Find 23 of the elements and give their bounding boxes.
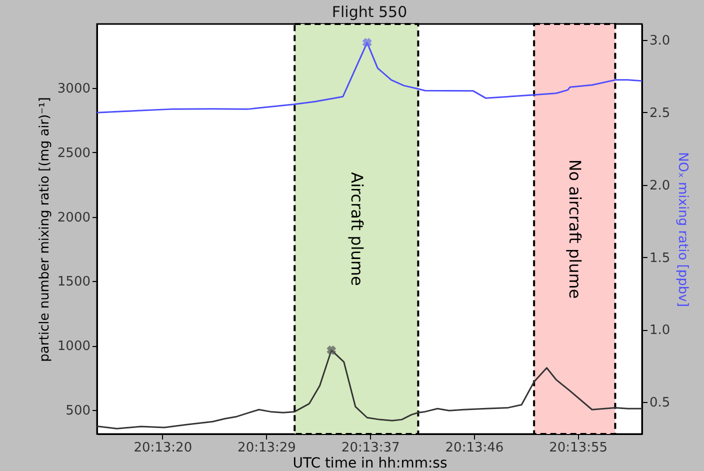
x-axis-title: UTC time in hh:mm:ss <box>292 456 448 471</box>
y2-tick-label: 1.0 <box>650 323 670 338</box>
y2-tick-label: 2.0 <box>650 178 670 194</box>
y2-axis-title: NOₓ mixing ratio [ppbv] <box>675 152 690 307</box>
chart-title: Flight 550 <box>332 3 408 21</box>
y-tick-label: 1000 <box>57 339 90 354</box>
x-tick-label: 20:13:29 <box>238 440 296 456</box>
x-tick-label: 20:13:20 <box>134 440 192 456</box>
y-axis-title: particle number mixing ratio [(mg air)⁻¹] <box>37 97 52 362</box>
y2-tick-label: 0.5 <box>650 396 670 411</box>
x-tick-label: 20:13:37 <box>341 440 400 456</box>
y2-tick-label: 3.0 <box>650 33 670 48</box>
y2-tick-label: 2.5 <box>650 106 670 121</box>
band-label: No aircraft plume <box>566 159 585 299</box>
y2-tick-label: 1.5 <box>650 250 670 266</box>
y-tick-label: 3000 <box>57 81 90 96</box>
y-tick-label: 1500 <box>57 274 90 290</box>
band-label: Aircraft plume <box>347 172 366 286</box>
y-tick-label: 2000 <box>57 210 90 226</box>
x-tick-label: 20:13:55 <box>549 440 608 456</box>
y-tick-label: 500 <box>66 404 90 419</box>
x-tick-label: 20:13:46 <box>445 440 504 456</box>
y-tick-label: 2500 <box>57 146 90 161</box>
